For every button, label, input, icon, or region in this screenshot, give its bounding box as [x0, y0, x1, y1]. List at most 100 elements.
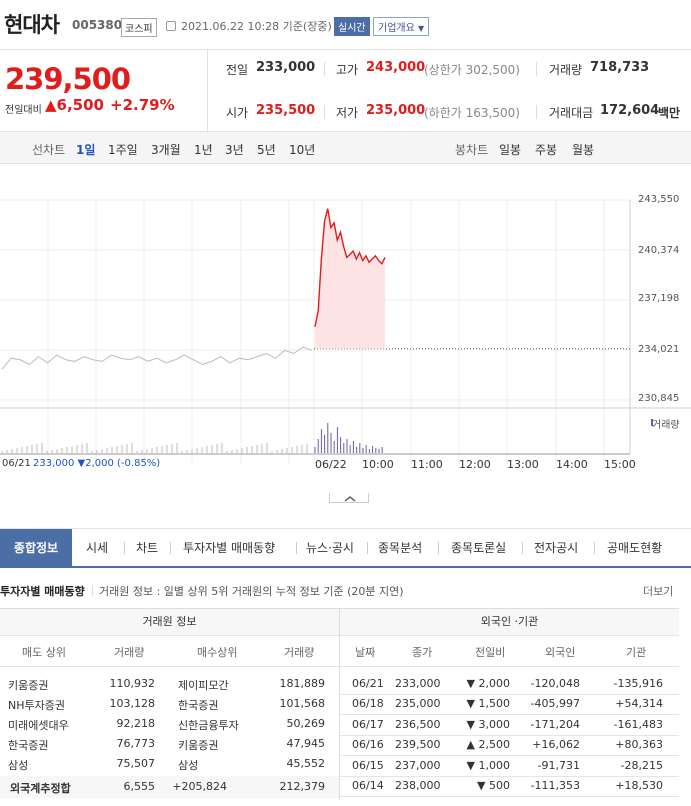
- period-1d[interactable]: 1일: [76, 143, 96, 157]
- amount-unit: 백만: [658, 106, 681, 120]
- candle-daily[interactable]: 일봉: [499, 143, 522, 157]
- col-sell-volume: 거래량: [114, 646, 145, 659]
- period-1w[interactable]: 1주일: [108, 143, 138, 157]
- sell-broker: 삼성: [8, 759, 29, 772]
- sell-broker: NH투자증권: [8, 699, 65, 712]
- daily-close: 238,000: [395, 779, 441, 792]
- sell-volume: 75,507: [116, 757, 156, 770]
- col-date: 날짜: [355, 646, 376, 659]
- stock-code: 005380: [72, 18, 123, 32]
- y-tick: 234,021: [638, 344, 680, 355]
- period-10y[interactable]: 10년: [289, 143, 316, 157]
- period-3y[interactable]: 3년: [225, 143, 244, 157]
- volume-legend-swatch: [651, 419, 653, 426]
- current-price-block: 239,500 전일대비 ▲6,500 +2.79%: [0, 50, 208, 132]
- broker-table-header: 거래원 정보: [0, 608, 339, 636]
- stock-header: 현대차 005380 코스피 2021.06.22 10:28 기준(장중) 실…: [0, 0, 691, 50]
- market-badge: 코스피: [121, 18, 157, 37]
- total-buy-volume: 212,379: [279, 780, 326, 793]
- prev-value: 233,000: [256, 60, 316, 75]
- divider: [324, 62, 325, 76]
- daily-institution: +80,363: [615, 738, 663, 752]
- total-sell-volume: 6,555: [123, 780, 156, 793]
- more-link[interactable]: 더보기: [643, 585, 674, 598]
- candle-monthly[interactable]: 월봉: [572, 143, 595, 157]
- investor-section-title: 투자자별 매매동향: [0, 585, 85, 598]
- daily-change: ▼ 3,000: [466, 717, 510, 731]
- row-rule: [340, 796, 679, 797]
- tab-investor-trading[interactable]: 투자자별 매매동향: [183, 541, 276, 555]
- buy-broker: 삼성: [178, 759, 199, 772]
- tab-news[interactable]: 뉴스·공시: [306, 541, 354, 555]
- buy-volume: 45,552: [286, 757, 326, 770]
- change-label: 전일대비: [5, 105, 42, 116]
- row-rule: [340, 775, 679, 777]
- period-1y[interactable]: 1년: [194, 143, 213, 157]
- row-rule: [340, 694, 679, 695]
- divider: [536, 105, 537, 119]
- volume-value: 718,733: [590, 60, 650, 75]
- tab-quotes[interactable]: 시세: [86, 541, 109, 555]
- tab-chart[interactable]: 차트: [136, 541, 159, 555]
- daily-institution: -161,483: [613, 717, 663, 731]
- tab-overview[interactable]: 종합정보: [0, 529, 72, 567]
- price-stats: 전일 233,000 고가 243,000 (상한가 302,500) 거래량 …: [208, 50, 691, 132]
- open-value: 235,500: [256, 103, 316, 118]
- daily-change: ▼ 1,000: [466, 758, 510, 772]
- x-tick: 10:00: [362, 458, 394, 471]
- chart-canvas: [0, 199, 691, 464]
- row-rule: [340, 734, 679, 736]
- daily-foreign: -171,204: [530, 717, 580, 731]
- candle-weekly[interactable]: 주봉: [535, 143, 558, 157]
- tab-short-selling[interactable]: 공매도현황: [607, 541, 663, 555]
- x-tick: 06/22: [315, 458, 347, 471]
- lower-limit: (하한가 163,500): [424, 106, 520, 120]
- chart-collapse-button[interactable]: [329, 493, 369, 503]
- tab-divider: [522, 542, 523, 554]
- chevron-up-icon: [344, 496, 356, 502]
- period-5y[interactable]: 5년: [257, 143, 276, 157]
- investor-section-desc: 거래원 정보 : 일별 상위 5위 거래원의 누적 정보 기준 (20분 지연): [99, 585, 404, 598]
- volume-legend: 거래량: [652, 420, 680, 431]
- tab-discussion[interactable]: 종목토론실: [451, 541, 507, 555]
- tab-analysis[interactable]: 종목분석: [378, 541, 423, 555]
- prev-day-label: 06/21: [2, 458, 31, 469]
- daily-foreign: -91,731: [537, 758, 580, 772]
- col-institution: 기관: [626, 646, 647, 659]
- main-tabs: 종합정보 시세 차트 투자자별 매매동향 뉴스·공시 종목분석 종목토론실 전자…: [0, 528, 691, 568]
- change-percent: +2.79%: [110, 96, 175, 114]
- open-label: 시가: [226, 106, 249, 120]
- low-label: 저가: [336, 106, 359, 120]
- daily-foreign: -405,997: [530, 697, 580, 711]
- realtime-button[interactable]: 실시간: [334, 17, 370, 36]
- daily-date: 06/17: [352, 717, 384, 731]
- daily-date: 06/16: [352, 738, 384, 752]
- company-info-dropdown[interactable]: 기업개요 ▼: [373, 17, 430, 36]
- intraday-chart[interactable]: 243,550 240,374 237,198 234,021 230,845 …: [0, 164, 691, 494]
- stock-name: 현대차: [4, 13, 60, 37]
- sell-volume: 110,932: [109, 677, 156, 690]
- daily-date: 06/18: [352, 697, 384, 711]
- tab-divider: [438, 542, 439, 554]
- table-divider: [339, 608, 340, 800]
- upper-limit: (상한가 302,500): [424, 63, 520, 77]
- total-label: 외국계추정합: [10, 782, 71, 795]
- header-rule: [0, 666, 679, 667]
- daily-close: 236,500: [395, 717, 441, 731]
- sell-volume: 103,128: [109, 697, 156, 710]
- daily-close: 237,000: [395, 758, 441, 772]
- col-change: 전일비: [475, 646, 506, 659]
- series-line-today: [314, 208, 386, 327]
- buy-volume: 50,269: [286, 717, 326, 730]
- y-tick: 237,198: [638, 293, 680, 304]
- sell-broker: 한국증권: [8, 739, 49, 752]
- divider: [324, 105, 325, 119]
- buy-broker: 제이피모간: [178, 679, 229, 692]
- buy-broker: 한국증권: [178, 699, 219, 712]
- period-3m[interactable]: 3개월: [151, 143, 181, 157]
- total-net: +205,824: [172, 780, 227, 793]
- buy-broker: 신한금융투자: [178, 719, 239, 732]
- x-tick: 14:00: [556, 458, 588, 471]
- amount-value: 172,604: [600, 103, 660, 118]
- tab-disclosure[interactable]: 전자공시: [534, 541, 579, 555]
